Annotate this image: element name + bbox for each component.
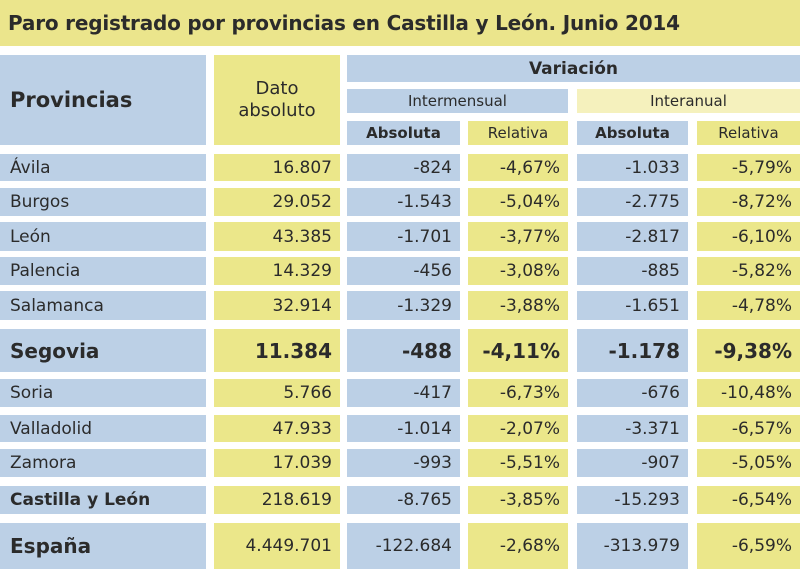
header-intermensual-label: Intermensual — [408, 92, 507, 110]
cell-im-abs: -1.329 — [347, 291, 460, 320]
cell-ia-abs: -1.178 — [577, 329, 688, 372]
cell-dato: 11.384 — [214, 329, 340, 372]
cell-im-rel: -3,88% — [468, 291, 568, 320]
cell-dato: 47.933 — [214, 415, 340, 442]
header-variacion-label: Variación — [528, 58, 619, 79]
row-label: Salamanca — [0, 291, 206, 320]
cell-im-abs: -824 — [347, 154, 460, 181]
cell-dato: 32.914 — [214, 291, 340, 320]
row-label: Soria — [0, 379, 206, 407]
cell-im-rel: -4,11% — [468, 329, 568, 372]
cell-dato: 14.329 — [214, 257, 340, 285]
cell-im-rel: -5,51% — [468, 449, 568, 477]
header-provincias-label: Provincias — [10, 88, 133, 112]
cell-ia-rel: -9,38% — [697, 329, 800, 372]
header-interanual: Interanual — [577, 89, 800, 113]
header-dato-absoluto-label: Dato absoluto — [238, 78, 316, 121]
cell-ia-abs: -3.371 — [577, 415, 688, 442]
cell-dato: 29.052 — [214, 188, 340, 216]
header-relativa-label: Relativa — [718, 124, 779, 142]
row-label: Ávila — [0, 154, 206, 181]
header-provincias: Provincias — [0, 55, 206, 145]
cell-ia-rel: -6,54% — [697, 486, 800, 514]
row-label: Segovia — [0, 329, 206, 372]
cell-im-abs: -417 — [347, 379, 460, 407]
header-interanual-relativa: Relativa — [697, 121, 800, 145]
cell-dato: 218.619 — [214, 486, 340, 514]
header-relativa-label: Relativa — [487, 124, 549, 142]
cell-im-rel: -2,07% — [468, 415, 568, 442]
header-intermensual-relativa: Relativa — [468, 121, 568, 145]
cell-ia-abs: -676 — [577, 379, 688, 407]
cell-im-abs: -8.765 — [347, 486, 460, 514]
cell-ia-rel: -6,59% — [697, 523, 800, 569]
cell-ia-rel: -4,78% — [697, 291, 800, 320]
cell-dato: 4.449.701 — [214, 523, 340, 569]
header-absoluta-label: Absoluta — [366, 124, 441, 142]
row-label: Castilla y León — [0, 486, 206, 514]
cell-ia-rel: -10,48% — [697, 379, 800, 407]
cell-dato: 43.385 — [214, 222, 340, 251]
cell-im-rel: -2,68% — [468, 523, 568, 569]
cell-im-rel: -6,73% — [468, 379, 568, 407]
cell-im-abs: -488 — [347, 329, 460, 372]
cell-ia-abs: -907 — [577, 449, 688, 477]
cell-ia-abs: -15.293 — [577, 486, 688, 514]
cell-ia-rel: -5,05% — [697, 449, 800, 477]
header-intermensual: Intermensual — [347, 89, 568, 113]
row-label: Zamora — [0, 449, 206, 477]
cell-dato: 5.766 — [214, 379, 340, 407]
row-label: Palencia — [0, 257, 206, 285]
cell-ia-abs: -2.775 — [577, 188, 688, 216]
header-interanual-label: Interanual — [650, 92, 727, 110]
cell-ia-rel: -8,72% — [697, 188, 800, 216]
row-label: León — [0, 222, 206, 251]
cell-ia-rel: -5,79% — [697, 154, 800, 181]
cell-im-rel: -3,85% — [468, 486, 568, 514]
cell-im-abs: -993 — [347, 449, 460, 477]
cell-ia-abs: -1.033 — [577, 154, 688, 181]
table-title: Paro registrado por provincias en Castil… — [0, 0, 800, 46]
cell-im-rel: -4,67% — [468, 154, 568, 181]
header-absoluta-label: Absoluta — [595, 124, 670, 142]
header-interanual-absoluta: Absoluta — [577, 121, 688, 145]
header-variacion: Variación — [347, 55, 800, 82]
cell-ia-rel: -5,82% — [697, 257, 800, 285]
row-label: España — [0, 523, 206, 569]
cell-ia-abs: -313.979 — [577, 523, 688, 569]
cell-dato: 16.807 — [214, 154, 340, 181]
header-intermensual-absoluta: Absoluta — [347, 121, 460, 145]
cell-dato: 17.039 — [214, 449, 340, 477]
header-dato-absoluto: Dato absoluto — [214, 55, 340, 145]
row-label: Burgos — [0, 188, 206, 216]
cell-ia-abs: -2.817 — [577, 222, 688, 251]
cell-ia-rel: -6,10% — [697, 222, 800, 251]
cell-ia-abs: -1.651 — [577, 291, 688, 320]
cell-im-abs: -1.543 — [347, 188, 460, 216]
cell-im-abs: -456 — [347, 257, 460, 285]
cell-im-rel: -3,77% — [468, 222, 568, 251]
cell-im-rel: -5,04% — [468, 188, 568, 216]
cell-im-abs: -122.684 — [347, 523, 460, 569]
cell-im-abs: -1.014 — [347, 415, 460, 442]
cell-ia-abs: -885 — [577, 257, 688, 285]
cell-im-abs: -1.701 — [347, 222, 460, 251]
cell-im-rel: -3,08% — [468, 257, 568, 285]
cell-ia-rel: -6,57% — [697, 415, 800, 442]
row-label: Valladolid — [0, 415, 206, 442]
